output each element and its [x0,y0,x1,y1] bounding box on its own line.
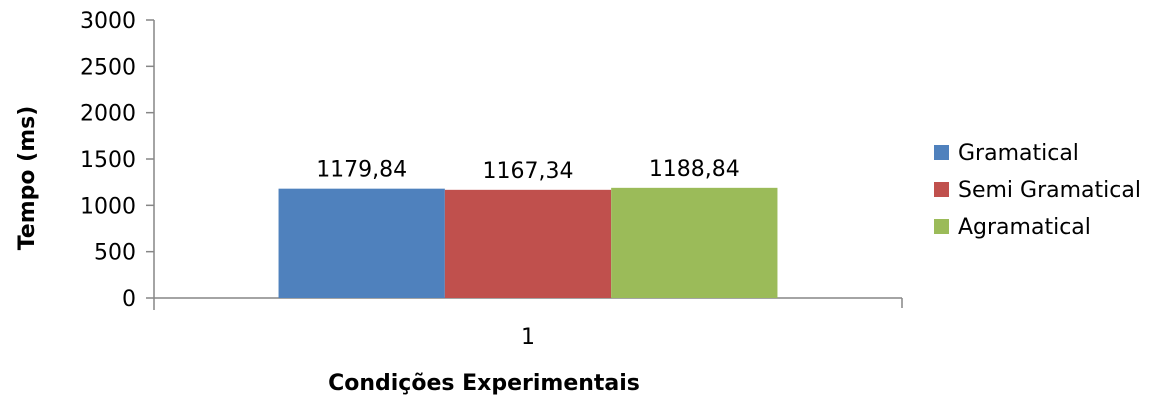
y-tick-label: 1500 [80,148,136,173]
bars [278,187,778,298]
legend: Gramatical Semi Gramatical Agramatical [934,141,1141,240]
y-tick-label: 3000 [80,9,136,34]
legend-label: Gramatical [958,141,1079,166]
legend-swatch [934,182,949,197]
legend-swatch [934,145,949,160]
x-axis: 1 [154,297,903,350]
y-tick-label: 2500 [80,55,136,80]
legend-label: Semi Gramatical [958,178,1141,203]
data-labels: 1179,84 1167,34 1188,84 [316,157,740,184]
legend-swatch [934,219,949,234]
data-label: 1179,84 [316,158,407,183]
legend-label: Agramatical [958,215,1091,240]
y-tick-label: 1000 [80,194,136,219]
data-label: 1188,84 [649,157,740,182]
bar [278,188,445,298]
data-label: 1167,34 [483,159,574,184]
x-tick-label: 1 [521,325,535,350]
y-axis: 0 500 1000 1500 2000 2500 3000 [80,9,155,312]
x-axis-title: Condições Experimentais [328,371,640,396]
y-tick-label: 2000 [80,102,136,127]
y-tick-label: 500 [94,241,136,266]
y-axis-title: Tempo (ms) [15,106,40,251]
bar [444,189,612,298]
bar [611,187,778,298]
y-tick-label: 0 [122,287,136,312]
